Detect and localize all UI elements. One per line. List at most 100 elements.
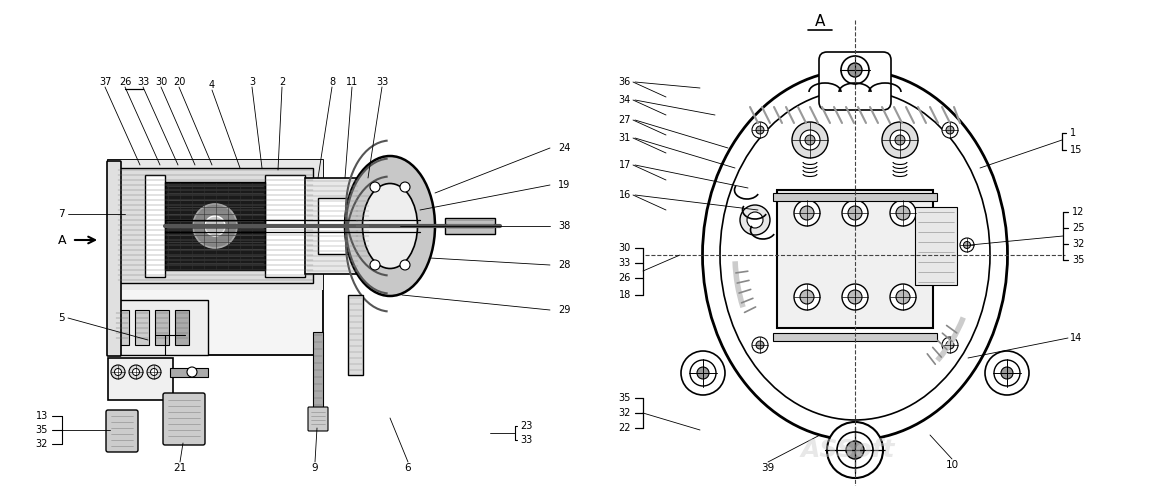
Text: 27: 27 — [619, 115, 631, 125]
Circle shape — [890, 130, 910, 150]
Text: 24: 24 — [558, 143, 570, 153]
Bar — [170, 368, 209, 377]
Circle shape — [842, 200, 867, 226]
Text: 37: 37 — [99, 77, 112, 87]
Circle shape — [1001, 367, 1013, 379]
Text: 8: 8 — [329, 77, 335, 87]
Bar — [445, 218, 495, 234]
Text: A: A — [58, 233, 67, 246]
Circle shape — [690, 360, 717, 386]
Text: 11: 11 — [346, 77, 358, 87]
Bar — [115, 310, 129, 345]
Circle shape — [838, 432, 873, 468]
Bar — [355, 193, 370, 259]
Text: 22: 22 — [619, 423, 631, 433]
Circle shape — [111, 365, 126, 379]
Text: 25: 25 — [1073, 223, 1084, 233]
Circle shape — [151, 368, 158, 376]
Circle shape — [848, 63, 862, 77]
Text: 32: 32 — [619, 408, 631, 418]
Circle shape — [841, 56, 869, 84]
Circle shape — [114, 368, 121, 376]
FancyBboxPatch shape — [162, 393, 205, 445]
Text: 9: 9 — [312, 463, 318, 473]
Text: 6: 6 — [404, 463, 411, 473]
Circle shape — [805, 135, 814, 145]
Text: 4: 4 — [209, 80, 215, 90]
Ellipse shape — [720, 90, 990, 420]
Circle shape — [756, 126, 764, 134]
Text: 34: 34 — [619, 95, 631, 105]
Circle shape — [752, 122, 768, 138]
Bar — [915, 207, 957, 285]
Circle shape — [794, 200, 820, 226]
Text: 33: 33 — [619, 258, 631, 268]
Ellipse shape — [363, 184, 417, 268]
Text: 17: 17 — [619, 160, 631, 170]
Bar — [156, 310, 169, 345]
Text: 33: 33 — [520, 435, 532, 445]
Circle shape — [994, 360, 1020, 386]
Bar — [108, 358, 173, 400]
Circle shape — [400, 182, 410, 192]
Text: A: A — [814, 15, 825, 30]
Circle shape — [147, 365, 161, 379]
Circle shape — [963, 242, 970, 248]
Bar — [118, 168, 313, 283]
Text: 19: 19 — [558, 180, 570, 190]
Text: 21: 21 — [173, 463, 187, 473]
Bar — [165, 182, 265, 270]
Circle shape — [756, 341, 764, 349]
Circle shape — [794, 284, 820, 310]
Circle shape — [895, 135, 905, 145]
Circle shape — [799, 206, 814, 220]
FancyBboxPatch shape — [108, 300, 209, 355]
Circle shape — [194, 204, 237, 248]
Text: 39: 39 — [761, 463, 774, 473]
Text: 7: 7 — [59, 209, 65, 219]
Text: 35: 35 — [36, 425, 48, 435]
Circle shape — [400, 260, 410, 270]
Bar — [135, 310, 149, 345]
Text: 13: 13 — [36, 411, 48, 421]
Circle shape — [890, 200, 916, 226]
Text: 32: 32 — [1073, 239, 1084, 249]
Text: 16: 16 — [619, 190, 631, 200]
Circle shape — [942, 337, 958, 353]
Text: 35: 35 — [619, 393, 631, 403]
Circle shape — [827, 422, 882, 478]
Text: 26: 26 — [119, 77, 131, 87]
Bar — [108, 160, 323, 290]
Text: 1: 1 — [1070, 128, 1076, 138]
Bar — [175, 310, 189, 345]
Circle shape — [205, 216, 225, 236]
FancyBboxPatch shape — [819, 52, 890, 110]
Text: 30: 30 — [154, 77, 167, 87]
FancyBboxPatch shape — [106, 410, 138, 452]
Text: 14: 14 — [1070, 333, 1082, 343]
Bar — [773, 333, 937, 341]
Circle shape — [842, 284, 867, 310]
Text: 33: 33 — [137, 77, 149, 87]
Circle shape — [799, 130, 820, 150]
Bar — [776, 190, 933, 328]
FancyBboxPatch shape — [108, 160, 323, 355]
Circle shape — [890, 284, 916, 310]
Circle shape — [896, 206, 910, 220]
Bar — [348, 295, 363, 375]
Text: 33: 33 — [376, 77, 388, 87]
Text: 31: 31 — [619, 133, 631, 143]
Circle shape — [985, 351, 1029, 395]
Text: 35: 35 — [1073, 255, 1084, 265]
Circle shape — [793, 122, 828, 158]
Bar — [145, 175, 165, 277]
Circle shape — [132, 368, 139, 376]
Circle shape — [681, 351, 725, 395]
Circle shape — [697, 367, 708, 379]
FancyBboxPatch shape — [107, 161, 121, 356]
Ellipse shape — [703, 70, 1008, 440]
Text: 32: 32 — [36, 439, 48, 449]
Circle shape — [187, 367, 197, 377]
Bar — [313, 332, 323, 412]
Circle shape — [746, 212, 763, 228]
